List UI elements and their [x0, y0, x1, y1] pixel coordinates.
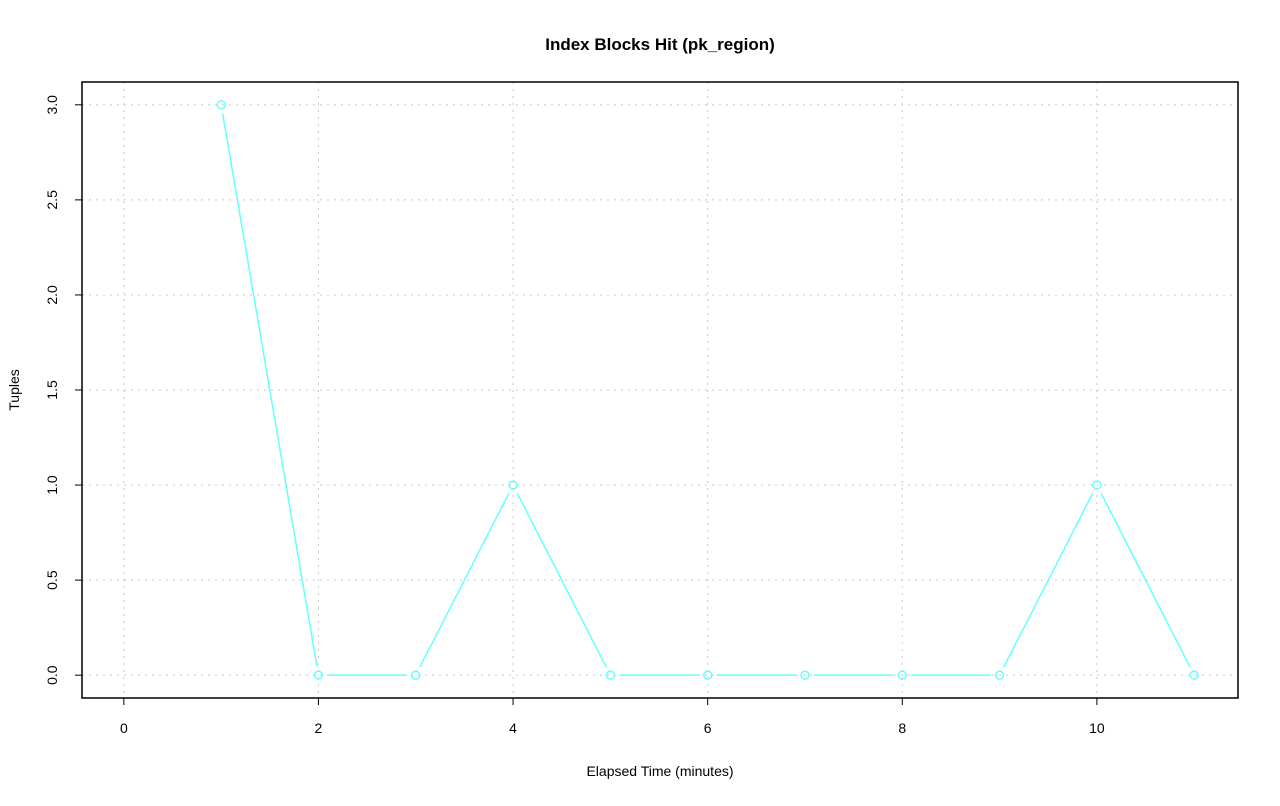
chart-title: Index Blocks Hit (pk_region)	[545, 35, 775, 54]
x-tick-label: 10	[1089, 720, 1105, 736]
y-tick-label: 1.0	[44, 475, 60, 495]
series-line-segment	[419, 492, 510, 668]
data-point	[800, 670, 810, 680]
data-point	[508, 480, 518, 490]
series-line-segment	[221, 113, 318, 667]
y-tick-label: 0.0	[44, 665, 60, 685]
data-point	[605, 670, 616, 680]
y-tick-label: 2.0	[44, 285, 60, 305]
data-point	[702, 670, 713, 680]
series	[216, 100, 1199, 680]
y-tick-label: 1.5	[44, 380, 60, 400]
y-axis-label: Tuples	[6, 369, 22, 411]
x-axis-label: Elapsed Time (minutes)	[586, 763, 733, 779]
data-point	[1092, 480, 1102, 490]
series-line-segment	[1003, 492, 1094, 668]
x-tick-label: 6	[704, 720, 712, 736]
y-tick-label: 0.5	[44, 570, 60, 590]
data-point	[1189, 670, 1199, 680]
plot-frame	[81, 81, 1239, 699]
series-line-segment	[1100, 492, 1191, 668]
x-tick-label: 8	[898, 720, 906, 736]
grid	[82, 82, 1238, 698]
x-tick-label: 4	[509, 720, 517, 736]
x-tick-label: 0	[120, 720, 128, 736]
data-point	[313, 670, 324, 680]
y-tick-label: 2.5	[44, 190, 60, 210]
x-tick-label: 2	[315, 720, 323, 736]
data-point	[897, 670, 908, 680]
series-line-segment	[516, 492, 607, 668]
data-point	[216, 100, 226, 110]
data-point	[994, 670, 1005, 680]
y-axis: 0.0 0.5 1.0 1.5 2.0 2.5 3.0	[44, 95, 82, 685]
y-tick-label: 3.0	[44, 95, 60, 115]
data-point	[411, 670, 421, 680]
x-axis: 0 2 4 6 8 10	[120, 697, 1105, 736]
